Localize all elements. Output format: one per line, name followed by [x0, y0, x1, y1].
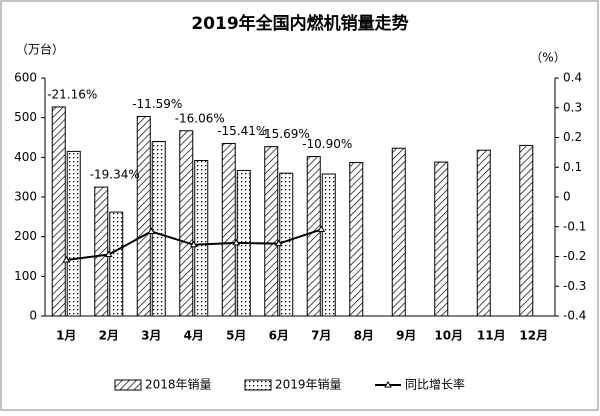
x-tick-label: 4月: [184, 329, 204, 343]
bar: [519, 144, 534, 317]
x-tick-label: 7月: [311, 329, 331, 343]
bar: [151, 140, 166, 317]
x-tick-label: 6月: [269, 329, 289, 343]
y2-tick-label: -0.4: [563, 309, 586, 323]
y2-axis-label: （%）: [530, 51, 565, 65]
y-tick-label: 300: [14, 190, 37, 204]
y-tick-label: 500: [14, 110, 37, 124]
x-tick-label: 1月: [56, 329, 76, 343]
y2-tick-label: -0.2: [563, 249, 586, 263]
bar: [94, 186, 109, 317]
chart-title: 2019年全国内燃机销量走势: [191, 13, 408, 34]
line-marker: [189, 240, 198, 248]
bar: [194, 160, 209, 317]
bar: [179, 130, 194, 317]
bar: [391, 147, 406, 317]
line-marker: [147, 227, 156, 234]
data-label: -15.41%: [217, 124, 267, 138]
x-tick-label: 2月: [99, 329, 119, 343]
bar: [221, 142, 236, 317]
data-label: -11.59%: [132, 97, 182, 111]
data-label: -15.69%: [260, 127, 310, 141]
x-tick-label: 9月: [396, 329, 416, 343]
legend-label: 同比增长率: [405, 377, 465, 392]
legend-swatch: [244, 379, 272, 391]
bar: [109, 211, 124, 317]
x-tick-label: 8月: [354, 329, 374, 343]
legend-label: 2019年销量: [275, 378, 342, 392]
data-label: -10.90%: [302, 137, 352, 151]
bar: [434, 161, 449, 317]
bar: [321, 173, 336, 317]
bar: [66, 150, 81, 317]
x-tick-label: 11月: [477, 329, 506, 343]
bar: [279, 172, 294, 317]
y-tick-label: 200: [14, 229, 37, 243]
line-marker: [232, 238, 241, 246]
legend-swatch: [114, 379, 142, 391]
y-tick-label: 100: [14, 269, 37, 283]
y-tick-label: 0: [29, 309, 37, 323]
x-tick-label: 5月: [226, 329, 246, 343]
y2-tick-label: 0.1: [563, 160, 582, 174]
bar: [51, 106, 66, 317]
y-tick-label: 600: [14, 71, 37, 85]
x-tick-label: 10月: [434, 329, 463, 343]
bar: [306, 156, 321, 317]
bar: [264, 146, 279, 317]
legend-label: 2018年销量: [145, 378, 212, 392]
bar: [349, 161, 364, 317]
x-tick-label: 3月: [141, 329, 161, 343]
y2-tick-label: 0.3: [563, 100, 582, 114]
line-marker: [62, 255, 71, 263]
line-marker: [317, 225, 326, 232]
y2-tick-label: -0.3: [563, 279, 586, 293]
y-axis-label: （万台）: [16, 42, 64, 57]
bar: [476, 149, 491, 317]
data-label: -21.16%: [47, 87, 97, 101]
line-marker: [104, 250, 113, 258]
bar: [136, 115, 151, 317]
x-tick-label: 12月: [519, 329, 548, 343]
line-marker: [274, 239, 283, 247]
y-tick-label: 400: [14, 150, 37, 164]
legend-marker: [384, 381, 392, 388]
y2-tick-label: 0.4: [563, 71, 582, 85]
y2-tick-label: 0: [563, 190, 571, 204]
y2-tick-label: 0.2: [563, 130, 582, 144]
y2-tick-label: -0.1: [563, 219, 586, 233]
data-label: -19.34%: [90, 168, 140, 182]
data-label: -16.06%: [175, 111, 225, 125]
